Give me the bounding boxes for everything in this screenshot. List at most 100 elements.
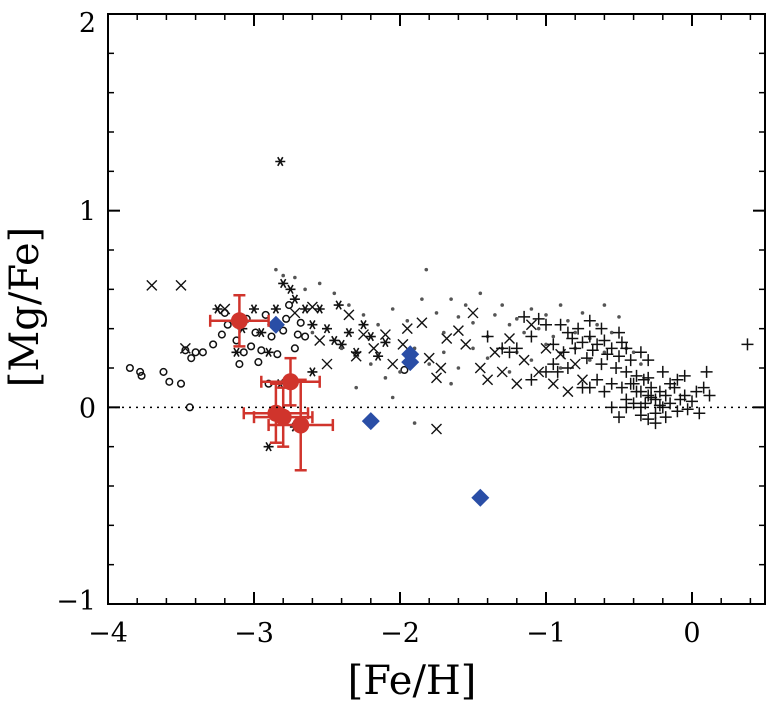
small-dot-point (515, 317, 519, 321)
small-dot-point (293, 275, 297, 280)
red-errorbar-point (208, 293, 270, 348)
plus-point (572, 322, 585, 335)
plus-point (569, 342, 582, 355)
plus-point (598, 334, 611, 347)
asterisk-point (380, 337, 391, 348)
plus-point (620, 342, 633, 355)
small-dot-point (424, 267, 429, 272)
small-dot-point (507, 370, 512, 374)
plus-point (598, 385, 611, 398)
plus-point (671, 373, 684, 386)
plus-point (525, 373, 538, 386)
x-cross-point (577, 374, 588, 386)
plus-point (613, 326, 625, 339)
red-filled-circle (282, 373, 299, 391)
open-circle-point (400, 365, 409, 375)
asterisk-point (300, 304, 311, 314)
open-circle-point (296, 318, 305, 327)
small-dot-point (361, 313, 366, 317)
x-cross-point (175, 279, 187, 291)
asterisk-point (270, 304, 281, 314)
asterisk-point (314, 304, 325, 314)
x-cross-point (358, 329, 369, 341)
open-circle-point (301, 332, 310, 341)
open-circle-point (187, 354, 196, 363)
x-cross-point (518, 354, 530, 366)
plus-point (576, 381, 589, 394)
small-dot-point (434, 311, 439, 315)
small-dot-point (369, 362, 373, 366)
small-dot-point (390, 395, 395, 400)
small-dot-point (449, 381, 453, 386)
plus-point (741, 338, 754, 351)
plus-point (547, 338, 560, 351)
asterisk-point (289, 294, 300, 304)
plus-point (664, 397, 677, 410)
x-cross-point (423, 352, 435, 364)
x-cross-point (321, 358, 333, 370)
asterisk-point (336, 339, 347, 350)
plus-point (583, 314, 596, 327)
plus-point (615, 381, 628, 394)
small-dot-point (609, 330, 614, 335)
small-dot-point (463, 303, 468, 307)
plus-point (620, 365, 633, 378)
small-dot-point (281, 273, 286, 278)
x-cross-point (562, 386, 574, 398)
x-cross-point (431, 372, 442, 384)
asterisk-point (256, 327, 267, 338)
x-cross-point (525, 319, 537, 331)
plus-point (659, 411, 672, 424)
small-dot-point (317, 281, 322, 286)
small-dot-point (449, 297, 453, 301)
plus-point (595, 358, 608, 371)
small-dot-point (354, 385, 359, 390)
plus-point (591, 373, 604, 386)
small-dot-point (456, 315, 461, 319)
plus-point (566, 332, 579, 345)
plus-point (510, 342, 523, 355)
plus-point (653, 399, 666, 412)
plus-point (690, 385, 703, 398)
asterisk-point (333, 300, 344, 310)
asterisk-point (307, 367, 318, 377)
plus-point (642, 354, 655, 367)
small-dot-point (383, 376, 388, 380)
x-cross-point (306, 301, 318, 313)
open-circle-point (257, 346, 266, 355)
plus-point (697, 381, 710, 394)
small-dot-point (478, 291, 483, 296)
plus-point (681, 403, 694, 416)
x-cross-point (435, 362, 447, 374)
y-axis-label: [Mg/Fe] (2, 227, 48, 388)
open-circle-point (290, 344, 299, 353)
open-circle-point (136, 367, 145, 376)
plus-point (576, 336, 589, 349)
small-dot-point (544, 313, 548, 317)
x-axis-ticks: −4 −3 −2 −1 0 (88, 14, 752, 649)
small-dot-point (566, 319, 570, 323)
small-dot-point (558, 303, 563, 307)
plus-point (624, 354, 637, 367)
red-filled-circle (292, 416, 310, 434)
x-cross-point (431, 423, 442, 435)
plus-point (645, 391, 658, 404)
red-filled-circle (274, 408, 292, 426)
x-cross-point (504, 333, 515, 344)
x-tick-label: 0 (683, 618, 700, 649)
open-circle-point (267, 332, 276, 341)
asterisk-point (249, 304, 259, 314)
small-dot-point (617, 315, 621, 319)
small-dot-point (558, 366, 563, 370)
small-dot-point (631, 350, 636, 355)
plus-point (551, 365, 564, 378)
small-dot-point (529, 307, 534, 311)
small-dot-point (442, 330, 446, 335)
plot-frame (107, 13, 766, 605)
small-dot-point (522, 330, 526, 335)
x-cross-point (219, 303, 231, 315)
x-cross-point (368, 342, 380, 354)
open-circle-point (198, 348, 207, 357)
plus-point (605, 401, 618, 414)
plus-point (678, 369, 691, 382)
